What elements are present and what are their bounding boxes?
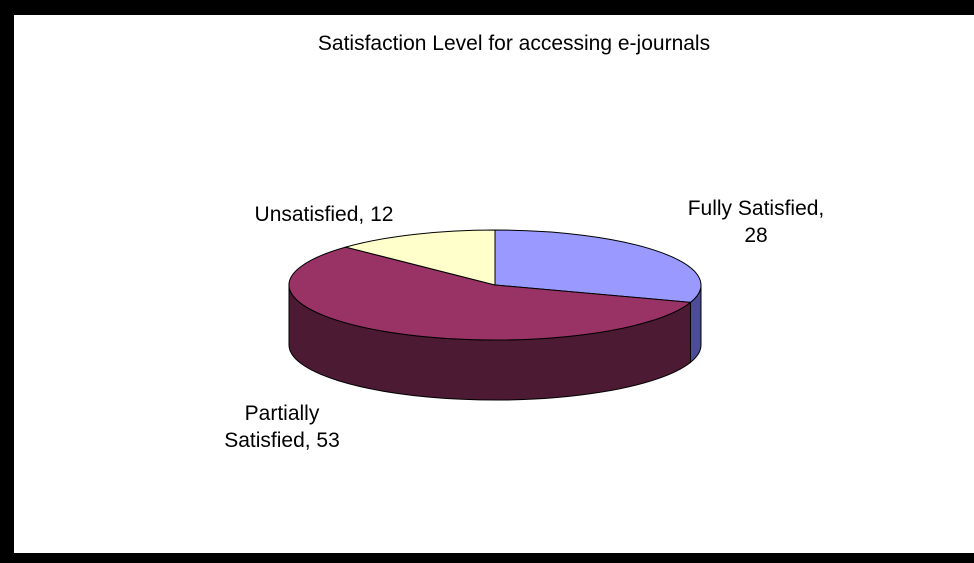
slice-label-line: Partially bbox=[244, 402, 320, 425]
pie-slice-fully-satisfied bbox=[494, 229, 702, 303]
slice-label-line: Satisfied, 53 bbox=[224, 429, 340, 452]
slice-label-line: Unsatisfied, 12 bbox=[254, 203, 394, 226]
slice-label-partially-satisfied: Partially Satisfied, 53 bbox=[222, 400, 342, 454]
slice-label-line: 28 bbox=[744, 224, 768, 247]
pie-chart bbox=[288, 229, 702, 401]
pie-slice-partially-satisfied bbox=[288, 246, 692, 341]
pie-slice-unsatisfied bbox=[343, 229, 496, 286]
chart-title: Satisfaction Level for accessing e-journ… bbox=[317, 32, 711, 55]
chart-area: Satisfaction Level for accessing e-journ… bbox=[14, 15, 974, 553]
slice-label-unsatisfied: Unsatisfied, 12 bbox=[224, 201, 424, 228]
slice-label-fully-satisfied: Fully Satisfied, 28 bbox=[656, 195, 856, 249]
slice-label-line: Fully Satisfied, bbox=[687, 197, 825, 220]
